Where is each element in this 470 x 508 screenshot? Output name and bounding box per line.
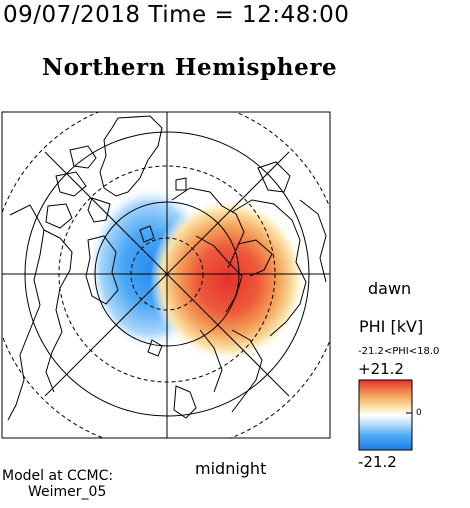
dawn-label: dawn xyxy=(368,279,412,298)
colorbar-range: -21.2<PHI<18.0 xyxy=(358,346,440,357)
colorbar-min-label: -21.2 xyxy=(358,453,397,471)
midnight-label: midnight xyxy=(195,459,267,478)
colorbar-max-label: +21.2 xyxy=(358,360,404,378)
model-credit-line1: Model at CCMC: xyxy=(2,468,114,484)
colorbar-title: PHI [kV] xyxy=(359,317,424,336)
colorbar-zero-label: 0 xyxy=(416,408,422,418)
colorbar-gradient xyxy=(358,379,413,451)
positive-potential-cell xyxy=(150,198,306,362)
meridian-line xyxy=(44,151,290,397)
model-credit-line2: Weimer_05 xyxy=(28,484,107,500)
header-datetime: 09/07/2018 Time = 12:48:00 xyxy=(3,2,350,28)
coastlines xyxy=(7,115,327,421)
hemisphere-title: Northern Hemisphere xyxy=(42,54,338,81)
